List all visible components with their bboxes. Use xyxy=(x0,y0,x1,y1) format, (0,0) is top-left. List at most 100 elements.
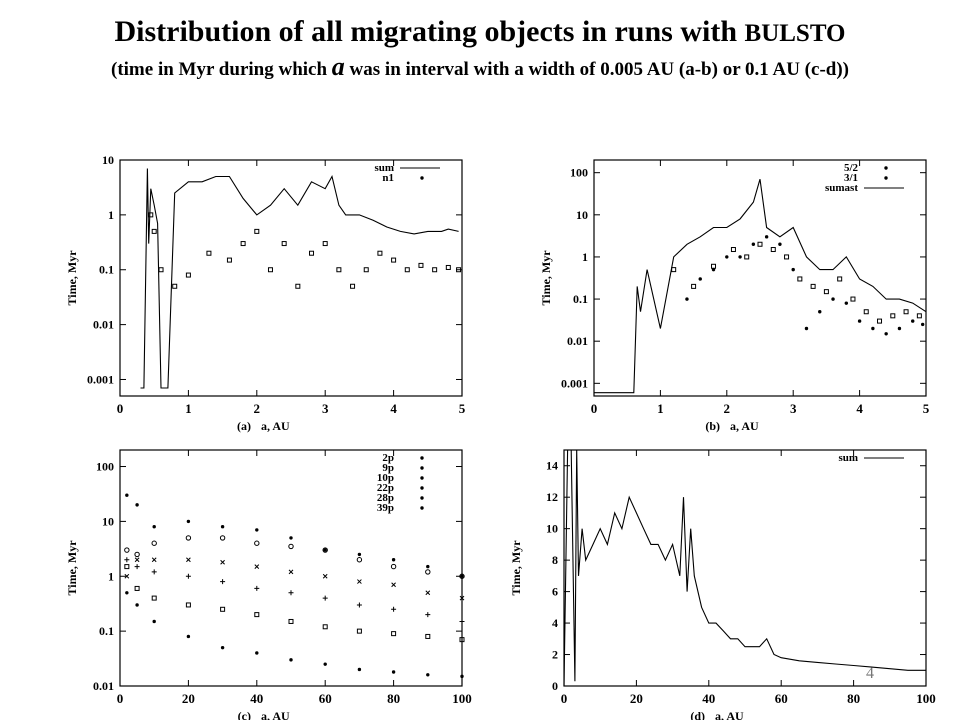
series-line-sum xyxy=(563,449,926,687)
data-point xyxy=(685,297,689,301)
legend-swatch xyxy=(884,176,888,180)
data-point xyxy=(391,257,397,263)
data-point xyxy=(804,326,809,331)
data-point xyxy=(295,283,301,289)
x-axis-label: a, AU xyxy=(715,709,744,720)
data-point xyxy=(404,267,410,273)
legend-label: 3/1 xyxy=(844,172,858,184)
legend-swatch xyxy=(420,466,424,470)
title-main: Distribution of all migrating objects in… xyxy=(114,15,745,48)
x-tick-label: 1 xyxy=(657,401,664,416)
subtitle-variable: a xyxy=(331,52,345,81)
data-point xyxy=(185,602,191,608)
data-point xyxy=(698,277,702,281)
x-tick-label: 5 xyxy=(459,401,466,416)
panel-label: (d) xyxy=(690,709,705,720)
legend-label: 39p xyxy=(377,502,394,514)
legend-swatch xyxy=(420,486,424,490)
data-point xyxy=(254,228,260,234)
data-point xyxy=(831,297,835,301)
y-tick-label: 0.001 xyxy=(561,376,588,390)
data-point xyxy=(744,254,750,260)
data-point xyxy=(172,283,178,289)
data-point xyxy=(916,313,922,319)
data-point xyxy=(844,301,849,305)
data-point xyxy=(148,212,154,218)
data-point xyxy=(432,267,438,273)
data-point xyxy=(151,569,157,575)
data-point xyxy=(134,564,140,570)
data-point xyxy=(459,618,465,624)
plot-frame xyxy=(119,449,463,687)
data-point xyxy=(818,310,822,314)
y-tick-label: 2 xyxy=(552,648,558,662)
y-tick-label: 0.01 xyxy=(567,334,588,348)
data-point xyxy=(288,543,294,550)
x-tick-label: 3 xyxy=(322,401,329,416)
data-point xyxy=(757,241,763,247)
data-point xyxy=(158,267,164,273)
data-point xyxy=(770,247,776,253)
data-point xyxy=(391,558,396,562)
data-point xyxy=(810,283,816,289)
series-line-sumast xyxy=(594,179,927,394)
data-point xyxy=(254,564,260,569)
legend-label: 2p xyxy=(382,452,394,464)
x-tick-label: 40 xyxy=(702,691,715,706)
x-tick-label: 0 xyxy=(561,691,568,706)
data-point xyxy=(863,309,869,315)
y-tick-label: 14 xyxy=(546,459,558,473)
y-tick-label: 1 xyxy=(108,208,114,222)
data-point xyxy=(151,595,157,601)
data-point xyxy=(877,318,883,324)
y-tick-label: 100 xyxy=(570,166,588,180)
x-tick-label: 60 xyxy=(319,691,332,706)
data-point xyxy=(254,612,260,618)
plot-frame xyxy=(593,159,927,397)
data-point xyxy=(322,241,328,247)
data-point xyxy=(267,267,273,273)
data-point xyxy=(322,573,328,579)
series-points-10p xyxy=(124,557,465,624)
legend-label: 5/2 xyxy=(844,162,859,174)
data-point xyxy=(377,250,383,256)
data-point xyxy=(460,574,464,578)
legend-label: 10p xyxy=(377,472,394,484)
data-point xyxy=(185,535,192,541)
data-point xyxy=(890,313,896,319)
data-point xyxy=(426,673,430,677)
plot-frame xyxy=(563,449,927,687)
header: Distribution of all migrating objects in… xyxy=(0,14,960,82)
x-tick-label: 3 xyxy=(790,401,797,416)
subtitle-pre: (time in Myr during which xyxy=(111,59,332,80)
y-tick-label: 0.1 xyxy=(99,263,114,277)
y-tick-label: 0.1 xyxy=(99,624,114,638)
data-point xyxy=(336,267,342,273)
y-axis-label: Time, Myr xyxy=(509,540,523,596)
panel-label: (b) xyxy=(705,419,720,433)
data-point xyxy=(220,606,226,612)
data-point xyxy=(323,548,327,552)
y-tick-label: 0.1 xyxy=(573,292,588,306)
series-points-3/1 xyxy=(671,241,922,324)
series-points-9p xyxy=(124,564,465,643)
data-point xyxy=(751,242,756,246)
y-axis-label: Time, Myr xyxy=(65,250,79,306)
data-point xyxy=(425,633,431,639)
data-point xyxy=(356,557,363,563)
data-point xyxy=(459,637,465,643)
data-point xyxy=(289,536,293,540)
data-point xyxy=(151,557,157,563)
data-point xyxy=(920,322,925,327)
data-point xyxy=(134,551,140,558)
x-tick-label: 2 xyxy=(254,401,260,416)
x-tick-label: 20 xyxy=(630,691,643,706)
data-point xyxy=(226,257,232,263)
x-tick-label: 1 xyxy=(185,401,192,416)
legend-swatch xyxy=(884,166,888,170)
data-point xyxy=(322,547,328,553)
data-point xyxy=(288,618,294,624)
series-points-n1 xyxy=(148,212,462,289)
data-point xyxy=(391,606,397,612)
data-point xyxy=(425,612,431,618)
